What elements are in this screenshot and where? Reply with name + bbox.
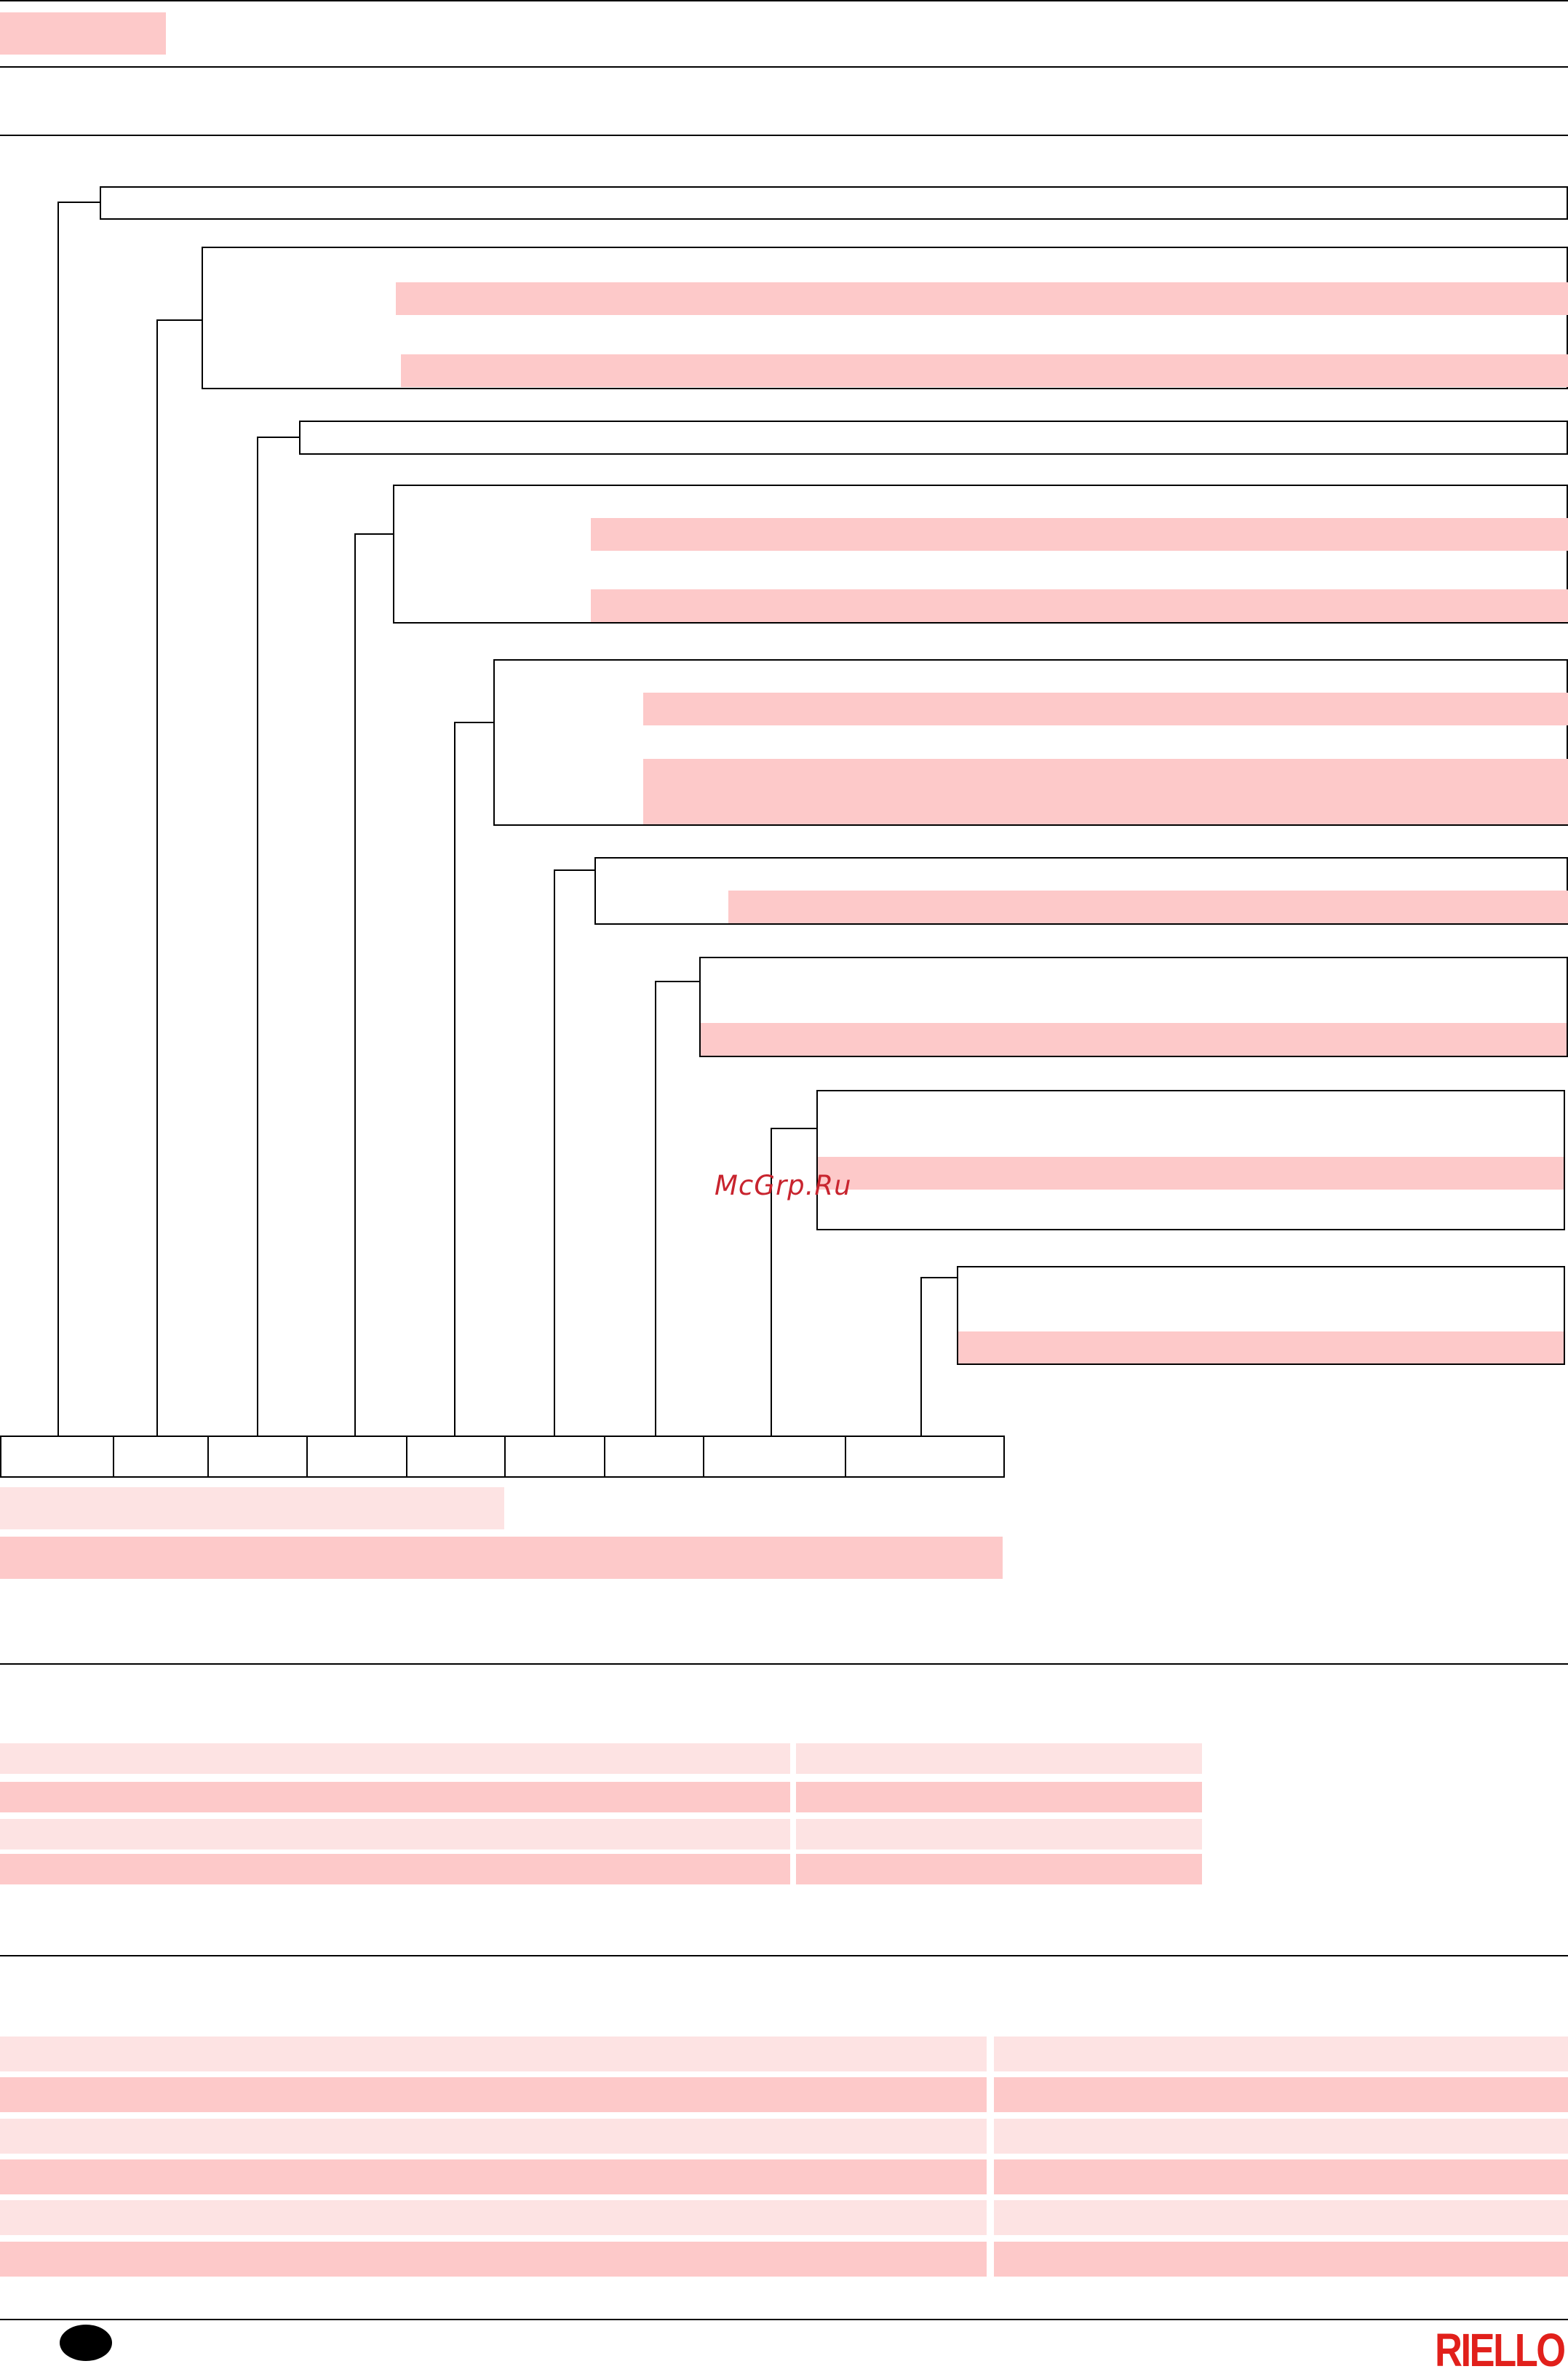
code-cell — [704, 1437, 846, 1476]
redacted-text — [401, 354, 1568, 387]
table-cell — [994, 2200, 1568, 2235]
table-cell — [994, 2242, 1568, 2277]
designation-box-1 — [100, 186, 1568, 220]
redacted-text — [591, 589, 1568, 622]
designation-box-2 — [202, 247, 1568, 389]
connector-line — [354, 533, 393, 535]
connector-line — [920, 1277, 957, 1278]
code-cell — [308, 1437, 407, 1476]
section-rule — [0, 1663, 1568, 1665]
section-rule — [0, 1955, 1568, 1956]
table-cell — [994, 2119, 1568, 2154]
table-cell — [0, 2159, 987, 2194]
designation-box-4 — [393, 485, 1568, 624]
code-cell — [407, 1437, 506, 1476]
table-cell — [0, 1819, 790, 1850]
header-rule-2 — [0, 135, 1568, 136]
table-cell — [796, 1819, 1202, 1850]
table-cell — [0, 2077, 987, 2112]
connector-line — [655, 981, 699, 982]
watermark: McGrp.Ru — [715, 1170, 852, 1201]
redacted-text — [643, 759, 1568, 824]
code-cell — [209, 1437, 308, 1476]
table-cell — [994, 2036, 1568, 2071]
table-cell — [796, 1854, 1202, 1884]
code-cell — [605, 1437, 704, 1476]
table-cell — [994, 2077, 1568, 2112]
redacted-text — [818, 1157, 1564, 1190]
redacted-text — [591, 518, 1568, 551]
table-cell — [796, 1782, 1202, 1812]
connector-line — [156, 319, 158, 1436]
code-cell — [506, 1437, 605, 1476]
table-cell — [0, 1854, 790, 1884]
designation-code-row — [0, 1436, 1005, 1478]
connector-line — [156, 319, 202, 321]
connector-line — [354, 533, 356, 1436]
designation-box-5 — [493, 659, 1568, 826]
connector-line — [920, 1277, 922, 1436]
top-rule — [0, 0, 1568, 1]
connector-line — [655, 981, 656, 1436]
table-cell — [0, 1743, 790, 1774]
redacted-text — [396, 282, 1568, 315]
redacted-text — [728, 891, 1568, 923]
designation-box-3 — [299, 421, 1568, 455]
connector-line — [554, 869, 555, 1436]
page-number-badge — [60, 2325, 112, 2361]
connector-line — [454, 722, 493, 723]
connector-line — [554, 869, 594, 871]
connector-line — [771, 1128, 772, 1436]
code-cell — [846, 1437, 1003, 1476]
redacted-caption — [0, 1487, 504, 1529]
code-cell — [1, 1437, 114, 1476]
redacted-caption — [0, 1537, 1003, 1579]
connector-line — [257, 437, 299, 438]
connector-line — [454, 722, 455, 1436]
code-cell — [114, 1437, 209, 1476]
table-cell — [0, 2119, 987, 2154]
designation-box-9 — [957, 1266, 1565, 1365]
table-cell — [994, 2159, 1568, 2194]
connector-line — [57, 202, 59, 1436]
redacted-text — [643, 693, 1568, 725]
connector-line — [257, 437, 258, 1436]
section-title-redacted — [0, 12, 166, 55]
table-cell — [0, 1782, 790, 1812]
connector-line — [771, 1128, 816, 1129]
table-cell — [0, 2036, 987, 2071]
footer-rule — [0, 2319, 1568, 2320]
table-cell — [0, 2242, 987, 2277]
table-cell — [796, 1743, 1202, 1774]
redacted-text — [958, 1331, 1564, 1363]
connector-line — [57, 202, 100, 203]
designation-box-8 — [816, 1090, 1565, 1230]
designation-box-7 — [699, 957, 1568, 1057]
riello-logo: RIELLO — [1435, 2324, 1566, 2376]
table-cell — [0, 2200, 987, 2235]
redacted-text — [701, 1023, 1567, 1056]
header-rule-1 — [0, 66, 1568, 68]
